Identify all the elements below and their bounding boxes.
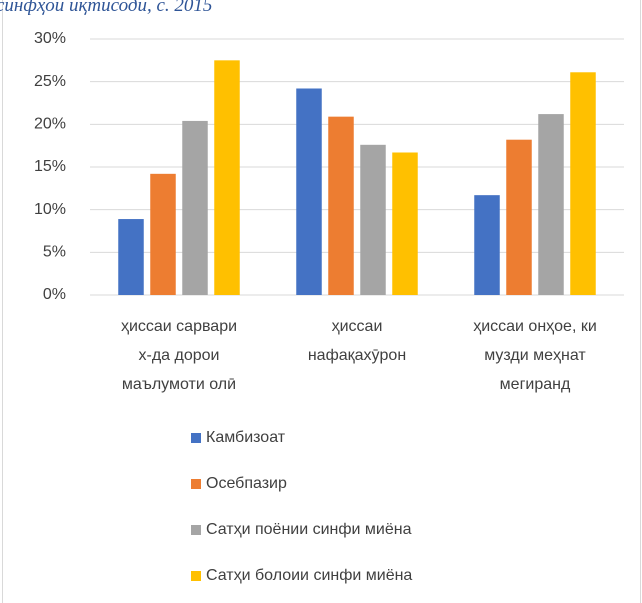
x-tick-label: ҳиссаи xyxy=(332,318,383,335)
legend-label: Камбизоат xyxy=(206,429,286,446)
bar xyxy=(538,114,564,296)
legend-label: Осебпазир xyxy=(206,475,287,492)
y-tick-label: 15% xyxy=(34,158,66,175)
bar xyxy=(296,88,322,295)
y-tick-label: 0% xyxy=(43,286,66,303)
bar xyxy=(570,72,596,295)
y-tick-label: 25% xyxy=(34,73,66,90)
chart-title: синфҳои иқтисодӣ, с. 2015 xyxy=(0,0,212,16)
y-tick-label: 10% xyxy=(34,201,66,218)
x-tick-label: маълумоти олӣ xyxy=(122,376,236,393)
legend-label: Сатҳи поёнии синфи миёна xyxy=(206,521,412,538)
x-tick-label: ҳиссаи онҳое, ки xyxy=(473,318,597,335)
x-tick-label: музди меҳнат xyxy=(484,347,586,364)
y-tick-label: 30% xyxy=(34,30,66,47)
bar xyxy=(214,60,240,296)
bar xyxy=(182,120,208,295)
y-tick-label: 5% xyxy=(43,244,66,261)
bar xyxy=(328,116,354,295)
legend-label: Сатҳи болоии синфи миёна xyxy=(206,567,412,584)
x-tick-label: ҳиссаи сарвари xyxy=(121,318,237,335)
x-tick-label: мегиранд xyxy=(500,376,571,393)
bar xyxy=(506,139,532,295)
bar xyxy=(360,144,386,295)
bar xyxy=(474,195,500,295)
x-tick-label: нафақахӯрон xyxy=(308,347,406,364)
x-tick-label: х-да дорои xyxy=(139,347,220,364)
bar xyxy=(118,219,144,295)
legend-swatch xyxy=(191,571,201,581)
y-tick-label: 20% xyxy=(34,116,66,133)
bar xyxy=(392,152,418,295)
legend-swatch xyxy=(191,525,201,535)
legend-swatch xyxy=(191,479,201,489)
bar xyxy=(150,173,176,295)
legend-swatch xyxy=(191,433,201,443)
